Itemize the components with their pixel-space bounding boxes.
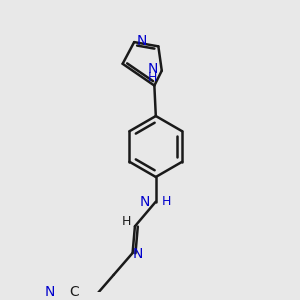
Text: N: N bbox=[140, 195, 150, 208]
Text: N: N bbox=[133, 248, 143, 262]
Text: N: N bbox=[137, 34, 148, 48]
Text: H: H bbox=[122, 214, 131, 228]
Text: N: N bbox=[147, 62, 158, 76]
Text: H: H bbox=[148, 70, 157, 84]
Text: H: H bbox=[162, 195, 172, 208]
Text: N: N bbox=[44, 285, 55, 298]
Text: C: C bbox=[70, 285, 80, 298]
